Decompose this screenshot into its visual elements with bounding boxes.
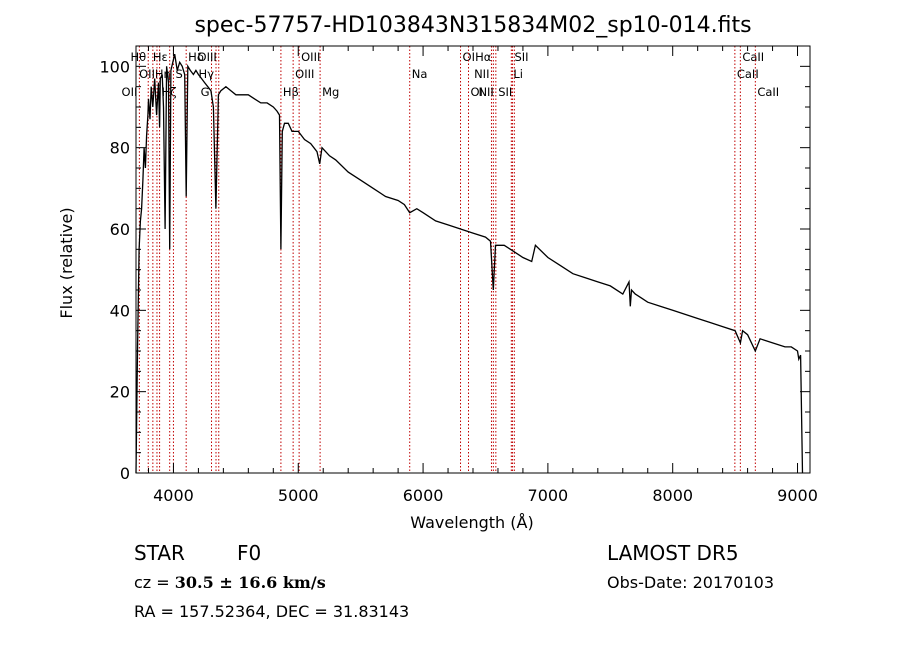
- y-axis-label: Flux (relative): [57, 207, 76, 318]
- line-mark-label: SII: [514, 50, 528, 64]
- ra-dec-coordinates: RA = 157.52364, DEC = 31.83143: [134, 602, 410, 621]
- plot-frame: [135, 45, 811, 474]
- line-mark-label: Hα: [475, 50, 492, 64]
- y-axis-ticks: 0 20 40 60 80 100: [99, 57, 810, 483]
- line-mark-label: SII: [498, 85, 512, 99]
- line-mark-label: Hβ: [283, 85, 299, 99]
- redshift-readout: cz = 30.5 ± 16.6 km/s: [134, 573, 326, 592]
- line-mark-label: Hε: [153, 50, 168, 64]
- line-mark-label: NII: [474, 67, 489, 81]
- spectral-line-markers: OIIHθHηOIIHζHεSHδGHγOIIIHβOIIIOIIIMgNaOI…: [122, 46, 779, 473]
- line-mark-label: CaII: [737, 67, 759, 81]
- y-tick-label: 60: [110, 220, 130, 239]
- line-mark-label: G: [201, 85, 210, 99]
- line-mark-label: OIII: [301, 50, 320, 64]
- x-axis-label: Wavelength (Å): [410, 513, 533, 532]
- y-tick-label: 80: [110, 139, 130, 158]
- redshift-value: 30.5 ± 16.6 km/s: [174, 573, 326, 592]
- line-mark-label: S: [175, 67, 182, 81]
- survey-name: LAMOST DR5: [607, 541, 739, 565]
- line-mark-label: CaII: [742, 50, 764, 64]
- x-tick-label: 5000: [278, 486, 319, 505]
- line-mark-label: OII: [139, 67, 155, 81]
- line-mark-label: Hδ: [188, 50, 204, 64]
- line-mark-label: OIII: [198, 50, 217, 64]
- line-mark-label: Hθ: [131, 50, 147, 64]
- x-tick-label: 9000: [777, 486, 818, 505]
- line-mark-label: Mg: [322, 85, 339, 99]
- object-subclass: F0: [237, 541, 262, 565]
- x-tick-label: 7000: [528, 486, 569, 505]
- line-mark-label: OIII: [295, 67, 314, 81]
- redshift-prefix: cz =: [134, 573, 175, 592]
- line-mark-label: CaII: [757, 85, 779, 99]
- y-tick-label: 20: [110, 383, 130, 402]
- line-mark-label: Li: [513, 67, 523, 81]
- observation-date: Obs-Date: 20170103: [607, 573, 775, 592]
- spectrum-line: [135, 53, 804, 474]
- y-tick-label: 40: [110, 301, 130, 320]
- line-mark-label: NII: [478, 85, 493, 99]
- chart-title: spec-57757-HD103843N315834M02_sp10-014.f…: [194, 13, 751, 38]
- object-class: STAR: [134, 541, 185, 565]
- line-mark-label: OI: [471, 85, 483, 99]
- x-axis-ticks: 4000 5000 6000 7000 8000 9000: [147, 46, 818, 505]
- line-mark-label: Na: [412, 67, 428, 81]
- x-tick-label: 4000: [153, 486, 194, 505]
- x-tick-label: 6000: [403, 486, 444, 505]
- line-mark-label: Hγ: [199, 67, 215, 81]
- y-tick-label: 100: [99, 57, 130, 76]
- y-tick-label: 0: [120, 464, 130, 483]
- line-mark-label: OII: [122, 85, 138, 99]
- x-tick-label: 8000: [652, 486, 693, 505]
